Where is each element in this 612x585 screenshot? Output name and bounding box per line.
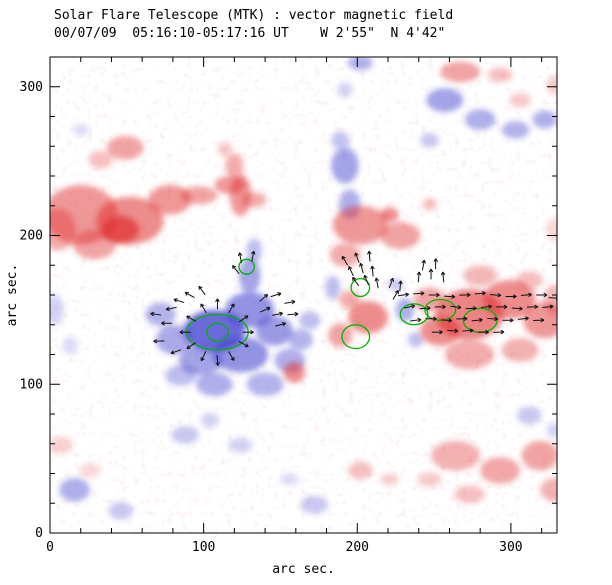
negative-polarity-blobs xyxy=(50,57,557,520)
svg-text:arc sec.: arc sec. xyxy=(272,562,335,577)
vector-field-arrows xyxy=(150,250,557,366)
svg-text:100: 100 xyxy=(20,377,43,392)
figure-title: Solar Flare Telescope (MTK) : vector mag… xyxy=(54,8,454,23)
figure-subtitle: 00/07/09 05:16:10-05:17:16 UT W 2'55" N … xyxy=(54,26,446,41)
svg-text:arc sec.: arc sec. xyxy=(5,264,20,327)
axes: 0 100 200 300 0 100 200 300 arc sec. arc sec. xyxy=(5,56,558,577)
svg-text:0: 0 xyxy=(35,526,43,541)
svg-text:200: 200 xyxy=(20,229,43,244)
svg-text:300: 300 xyxy=(499,540,522,555)
svg-text:100: 100 xyxy=(192,540,215,555)
svg-text:0: 0 xyxy=(46,540,54,555)
svg-text:300: 300 xyxy=(20,80,43,95)
svg-text:200: 200 xyxy=(346,540,369,555)
